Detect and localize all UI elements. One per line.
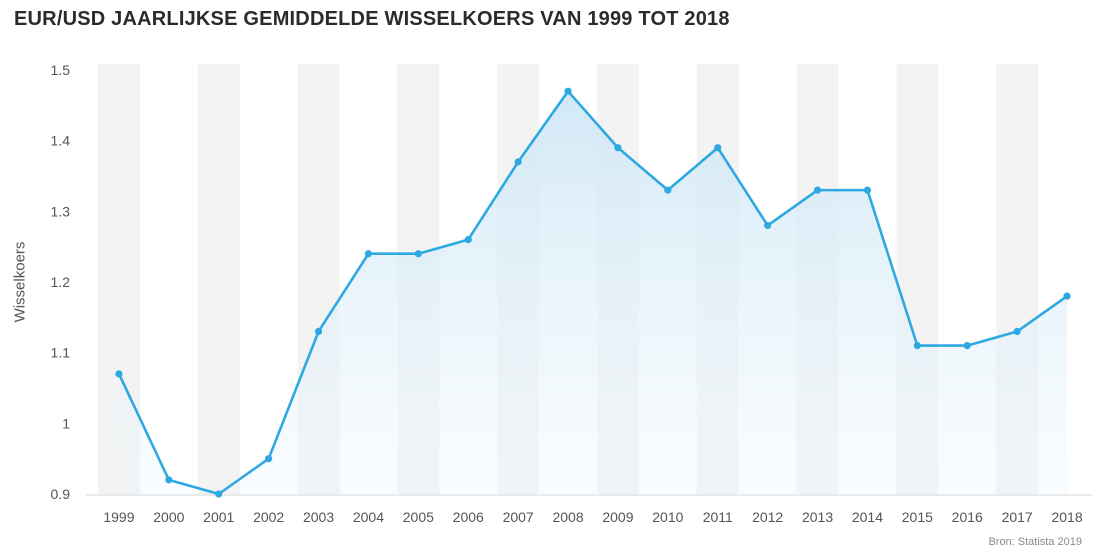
band-2001: [197, 64, 240, 494]
y-tick-label: 1.3: [51, 203, 71, 219]
x-tick-label: 2002: [253, 509, 284, 525]
data-point-2010[interactable]: [664, 186, 672, 194]
x-tick-label: 2001: [203, 509, 234, 525]
x-tick-label: 2016: [952, 509, 983, 525]
x-tick-label: 2005: [403, 509, 434, 525]
x-tick-label: 2011: [703, 509, 733, 525]
data-point-2007[interactable]: [514, 158, 522, 166]
data-point-2005[interactable]: [414, 250, 422, 258]
x-tick-label: 2018: [1051, 509, 1082, 525]
data-point-2016[interactable]: [963, 342, 971, 350]
data-point-2000[interactable]: [165, 476, 173, 484]
y-tick-label: 1.1: [51, 345, 71, 361]
data-point-2009[interactable]: [614, 144, 622, 152]
data-point-2014[interactable]: [863, 186, 872, 194]
area-fill: [118, 91, 1068, 494]
y-tick-label: 0.9: [51, 486, 71, 502]
band-2000: [147, 64, 190, 494]
data-points: [115, 87, 1071, 498]
x-tick-label: 2003: [303, 509, 334, 525]
x-tick-label: 2008: [552, 509, 583, 525]
x-tick-label: 2015: [902, 509, 933, 525]
x-tick-label: 2012: [752, 509, 783, 525]
x-tick-label: 2006: [453, 509, 484, 525]
data-point-2017[interactable]: [1013, 327, 1021, 336]
data-point-1999[interactable]: [115, 370, 123, 378]
x-tick-label: 2013: [802, 509, 833, 525]
x-tick-label: 2000: [153, 509, 184, 525]
x-tick-label: 2014: [852, 509, 883, 525]
data-point-2003[interactable]: [314, 327, 323, 336]
chart-title: EUR/USD JAARLIJKSE GEMIDDELDE WISSELKOER…: [14, 8, 730, 30]
x-axis-ticks: 1999 2000 2001 2002 2003 2004 2005 2006 2007 2008…: [103, 509, 1082, 525]
x-tick-label: 2004: [353, 509, 384, 525]
data-point-2004[interactable]: [364, 250, 373, 258]
x-tick-label: 2010: [652, 509, 683, 525]
x-tick-label: 2009: [602, 509, 633, 525]
y-tick-label: 1.5: [51, 62, 71, 78]
y-axis-ticks: 0.9 1 1.1 1.2 1.3 1.4 1.5: [51, 62, 71, 502]
data-point-2001[interactable]: [215, 490, 223, 498]
y-tick-label: 1.4: [51, 133, 71, 149]
series-line: [117, 89, 1069, 496]
data-point-2006[interactable]: [464, 236, 472, 244]
y-tick-label: 1.2: [51, 274, 71, 290]
data-point-2013[interactable]: [813, 186, 822, 194]
data-point-2012[interactable]: [764, 221, 772, 230]
source-note: Bron: Statista 2019: [988, 536, 1082, 548]
data-point-2015[interactable]: [913, 342, 921, 350]
data-point-2018[interactable]: [1063, 292, 1071, 300]
data-point-2008[interactable]: [564, 87, 572, 95]
data-point-2002[interactable]: [265, 455, 273, 463]
data-point-2011[interactable]: [714, 144, 722, 152]
x-tick-label: 2017: [1002, 509, 1033, 525]
x-tick-label: 1999: [103, 509, 134, 525]
x-tick-label: 2007: [503, 509, 534, 525]
y-tick-label: 1: [62, 415, 70, 431]
